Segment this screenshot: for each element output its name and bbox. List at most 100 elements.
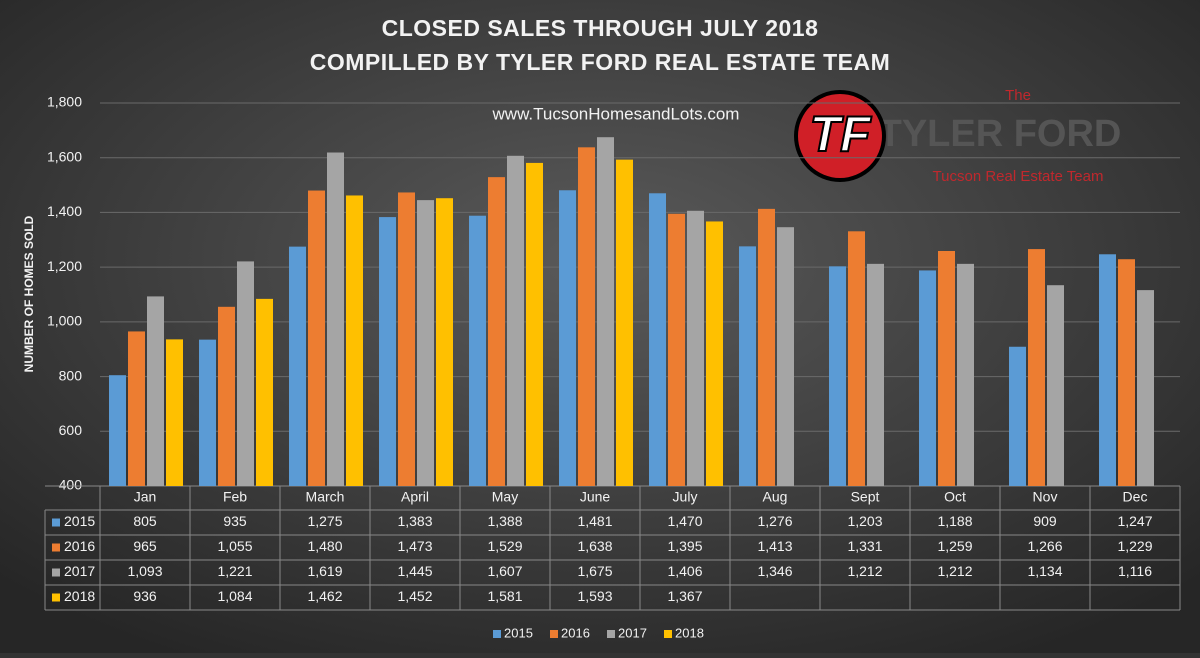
x-tick-label: Sept <box>851 489 880 505</box>
table-cell: 1,452 <box>397 588 432 604</box>
table-series-name: 2017 <box>64 563 95 579</box>
table-cell: 936 <box>133 588 157 604</box>
bar <box>436 198 453 486</box>
table-cell: 1,221 <box>217 563 252 579</box>
y-tick-label: 1,200 <box>47 258 82 274</box>
legend-label: 2015 <box>504 625 533 640</box>
x-tick-label: Nov <box>1033 489 1058 505</box>
y-tick-label: 1,600 <box>47 148 82 164</box>
bar <box>848 231 865 486</box>
bar <box>1047 285 1064 486</box>
logo-circle <box>798 94 882 178</box>
table-cell: 1,188 <box>937 513 972 529</box>
logo-top: The <box>1005 87 1031 104</box>
bar <box>327 152 344 487</box>
bar <box>668 213 685 486</box>
table-cell: 1,084 <box>217 588 252 604</box>
table-cell: 1,619 <box>307 563 342 579</box>
table-cell: 1,581 <box>487 588 522 604</box>
table-cell: 1,473 <box>397 538 432 554</box>
bar <box>1099 254 1116 486</box>
table-cell: 1,134 <box>1027 563 1062 579</box>
x-tick-label: July <box>673 489 698 505</box>
y-tick-label: 800 <box>59 367 83 383</box>
bar <box>128 331 145 486</box>
bar <box>1028 249 1045 486</box>
bar <box>417 200 434 486</box>
table-cell: 1,055 <box>217 538 252 554</box>
table-series-name: 2018 <box>64 588 95 604</box>
logo-name: TYLER FORD <box>879 113 1122 155</box>
bar <box>469 215 486 486</box>
bar <box>758 208 775 487</box>
legend-label: 2017 <box>618 625 647 640</box>
table-cell: 1,529 <box>487 538 522 554</box>
table-cell: 1,266 <box>1027 538 1062 554</box>
table-cell: 1,445 <box>397 563 432 579</box>
table-cell: 1,093 <box>127 563 162 579</box>
table-cell: 1,462 <box>307 588 342 604</box>
table-cell: 965 <box>133 538 157 554</box>
bar <box>559 190 576 486</box>
legend-swatch <box>550 630 558 638</box>
table-cell: 1,203 <box>847 513 882 529</box>
chart-subtitle: COMPILLED BY TYLER FORD REAL ESTATE TEAM <box>310 49 891 75</box>
table-cell: 1,276 <box>757 513 792 529</box>
y-tick-label: 600 <box>59 422 83 438</box>
legend-swatch <box>607 630 615 638</box>
bar <box>289 246 306 486</box>
x-tick-label: Feb <box>223 489 247 505</box>
logo: The TYLER FORD Tucson Real Estate Team T… <box>794 87 1121 185</box>
bar <box>256 298 273 486</box>
bar <box>237 261 254 486</box>
table-cell: 1,275 <box>307 513 342 529</box>
bar <box>526 162 543 486</box>
bar <box>739 246 756 486</box>
bar <box>777 227 794 487</box>
table-cell: 1,593 <box>577 588 612 604</box>
chart-title: CLOSED SALES THROUGH JULY 2018 <box>382 15 819 41</box>
y-tick-label: 1,400 <box>47 203 82 219</box>
legend-swatch <box>493 630 501 638</box>
table-cell: 1,638 <box>577 538 612 554</box>
bar <box>166 339 183 486</box>
table-cell: 1,259 <box>937 538 972 554</box>
table-legend-swatch <box>52 568 60 577</box>
bar <box>957 263 974 486</box>
table-cell: 1,675 <box>577 563 612 579</box>
table-cell: 1,395 <box>667 538 702 554</box>
table-cell: 1,212 <box>847 563 882 579</box>
bar <box>218 306 235 486</box>
table-cell: 1,406 <box>667 563 702 579</box>
table-cell: 1,367 <box>667 588 702 604</box>
y-tick-label: 1,000 <box>47 313 82 329</box>
bar <box>199 339 216 486</box>
bar <box>938 251 955 486</box>
bar <box>829 266 846 486</box>
x-tick-label: May <box>492 489 518 505</box>
bar <box>687 210 704 486</box>
table-cell: 1,331 <box>847 538 882 554</box>
bar <box>1137 290 1154 486</box>
x-tick-label: April <box>401 489 429 505</box>
bar <box>488 177 505 486</box>
bar <box>308 190 325 487</box>
bar <box>1118 259 1135 486</box>
table-cell: 1,413 <box>757 538 792 554</box>
bar <box>109 375 126 486</box>
x-tick-label: Aug <box>763 489 788 505</box>
bar <box>867 263 884 486</box>
logo-tagline: Tucson Real Estate Team <box>933 168 1104 185</box>
x-tick-label: June <box>580 489 611 505</box>
bar <box>398 192 415 486</box>
table-cell: 909 <box>1033 513 1057 529</box>
x-tick-label: Dec <box>1123 489 1148 505</box>
bar <box>147 296 164 486</box>
table-cell: 1,212 <box>937 563 972 579</box>
bar <box>919 270 936 486</box>
table-series-name: 2015 <box>64 513 95 529</box>
bar <box>597 137 614 487</box>
logo-initials: TF <box>809 106 872 162</box>
